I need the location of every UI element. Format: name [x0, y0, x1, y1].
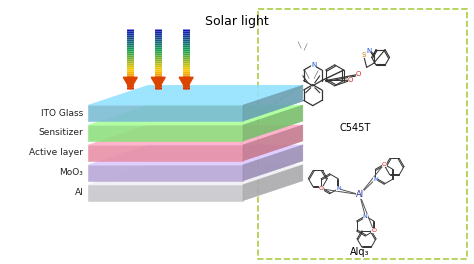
Text: N: N: [311, 62, 317, 68]
Polygon shape: [243, 145, 303, 181]
Polygon shape: [243, 125, 303, 161]
Text: Al: Al: [356, 190, 364, 199]
Text: ╱: ╱: [314, 71, 318, 79]
Polygon shape: [123, 77, 137, 89]
Text: N: N: [366, 48, 371, 54]
Polygon shape: [89, 105, 303, 125]
Text: O: O: [356, 71, 361, 77]
Text: MoO₃: MoO₃: [60, 168, 83, 177]
Text: ╱: ╱: [303, 44, 306, 51]
Polygon shape: [89, 85, 303, 105]
Text: O: O: [319, 186, 324, 191]
Polygon shape: [89, 165, 303, 185]
Polygon shape: [243, 105, 303, 141]
Polygon shape: [243, 165, 303, 201]
Text: ITO Glass: ITO Glass: [41, 109, 83, 117]
Text: S: S: [362, 53, 366, 58]
Text: N: N: [363, 214, 367, 219]
Text: O: O: [371, 228, 376, 233]
Text: Sensitizer: Sensitizer: [39, 129, 83, 138]
Polygon shape: [89, 165, 243, 181]
Text: Alq₃: Alq₃: [350, 247, 369, 257]
Text: O: O: [382, 162, 387, 167]
Polygon shape: [89, 145, 243, 161]
Text: N: N: [373, 177, 378, 182]
Text: Al: Al: [75, 188, 83, 197]
Text: ╲: ╲: [297, 42, 300, 49]
Text: C545T: C545T: [339, 123, 370, 133]
Polygon shape: [89, 125, 303, 145]
Polygon shape: [89, 145, 303, 165]
Polygon shape: [179, 77, 193, 89]
Polygon shape: [151, 77, 165, 89]
Text: O: O: [348, 77, 353, 83]
Polygon shape: [243, 85, 303, 121]
Bar: [258, 9, 467, 259]
Text: Active layer: Active layer: [29, 148, 83, 157]
Polygon shape: [89, 125, 243, 141]
Polygon shape: [89, 185, 243, 201]
Text: ╲: ╲: [305, 71, 309, 79]
Text: N: N: [336, 186, 341, 191]
Polygon shape: [89, 105, 243, 121]
Text: Solar light: Solar light: [205, 15, 269, 28]
